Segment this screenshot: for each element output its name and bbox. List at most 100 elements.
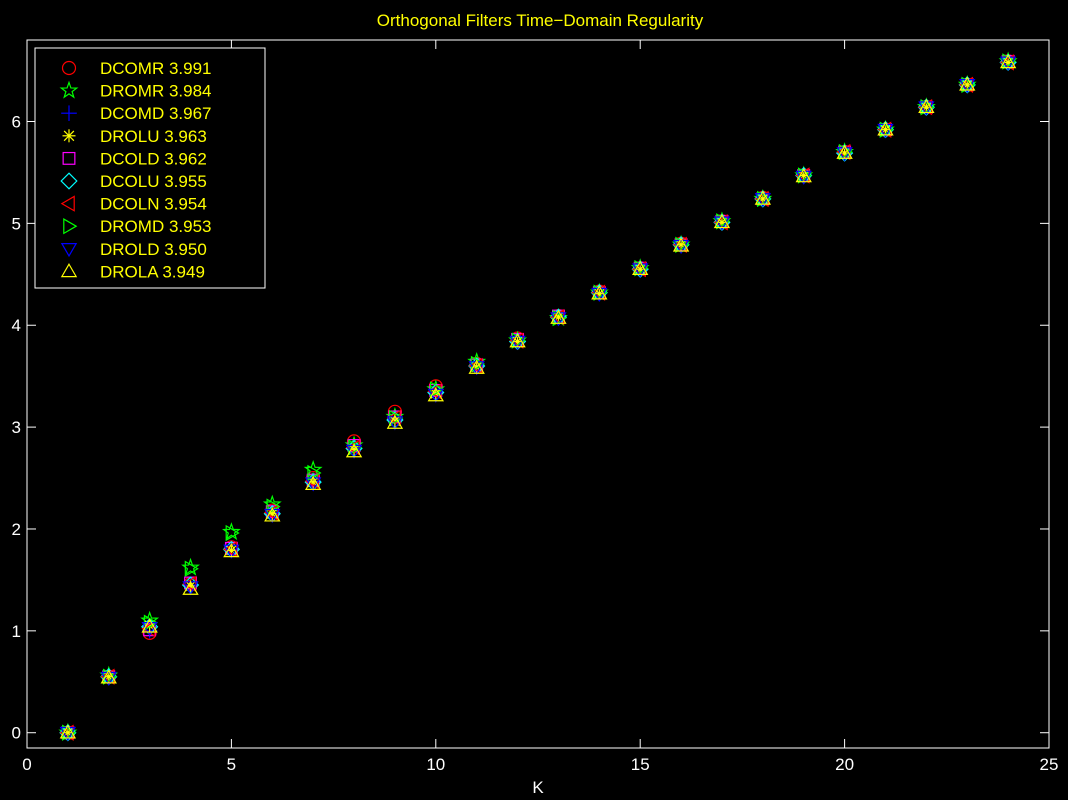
- data-point-dcold: [879, 123, 892, 137]
- data-point-drold: [999, 56, 1017, 71]
- x-tick-label: 10: [426, 755, 445, 774]
- legend-entry-label: DCOLU 3.955: [100, 172, 207, 191]
- data-points: [58, 51, 1018, 742]
- data-point-dromd: [552, 309, 567, 327]
- data-point-drola: [836, 144, 853, 159]
- data-point-dcold: [960, 78, 974, 92]
- y-tick-label: 1: [12, 622, 21, 641]
- data-point-dcoln: [754, 190, 769, 208]
- legend-marker-dcomr: [61, 60, 77, 76]
- data-point-drola: [918, 98, 935, 114]
- data-point-dromd: [389, 409, 404, 427]
- data-point-drold: [836, 147, 853, 162]
- data-point-drola: [877, 121, 894, 136]
- data-point-dcold: [756, 192, 770, 206]
- legend-entry-label: DROLD 3.950: [100, 240, 207, 259]
- data-point-dcoln: [345, 439, 360, 456]
- data-point-drola: [999, 54, 1017, 69]
- data-point-drold: [672, 239, 690, 255]
- legend-entry-label: DROLU 3.963: [100, 127, 207, 146]
- legend-marker-drolu: [62, 129, 76, 143]
- y-tick-label: 5: [12, 214, 21, 233]
- legend-marker-drold: [60, 243, 78, 258]
- data-point-dromd: [225, 524, 240, 542]
- data-point-drold: [591, 287, 608, 303]
- x-tick-label: 0: [22, 755, 31, 774]
- data-point-dromd: [470, 355, 486, 373]
- data-point-drola: [386, 414, 404, 429]
- x-axis-label: K: [532, 778, 544, 797]
- data-point-drold: [632, 263, 649, 278]
- data-point-drold: [754, 193, 772, 208]
- y-tick-label: 6: [12, 112, 21, 131]
- data-point-dromd: [757, 190, 772, 208]
- axis-ticks: 0 5 10 15 20 25 0 1 2 3 4 5 6: [12, 40, 1059, 774]
- x-tick-label: 25: [1040, 755, 1059, 774]
- data-point-dcoln: [427, 383, 442, 400]
- data-point-drold: [877, 123, 894, 138]
- legend-entry-label: DROLA 3.949: [100, 262, 205, 281]
- data-point-dcoln: [386, 409, 401, 427]
- data-point-drold: [100, 671, 117, 687]
- x-tick-label: 20: [835, 755, 854, 774]
- data-point-drola: [59, 724, 77, 739]
- legend-entry-label: DCOLD 3.962: [100, 149, 207, 168]
- legend-entry-label: DCOLN 3.954: [100, 195, 207, 214]
- data-point-dcoln: [59, 724, 74, 741]
- legend-entry-label: DROMR 3.984: [100, 82, 211, 101]
- data-point-dromd: [184, 560, 199, 577]
- data-point-drola: [141, 618, 158, 633]
- legend-marker-dromd: [63, 218, 78, 235]
- data-point-dromd: [920, 99, 935, 116]
- data-point-dcoln: [877, 121, 892, 138]
- data-point-dromd: [879, 121, 894, 138]
- x-tick-label: 15: [631, 755, 650, 774]
- data-point-dromd: [348, 439, 363, 456]
- legend-marker-dcoln: [60, 195, 75, 212]
- data-point-drola: [100, 669, 117, 684]
- axes-box: [26, 39, 1050, 749]
- y-tick-label: 3: [12, 418, 21, 437]
- data-point-drola: [795, 168, 812, 183]
- legend-marker-drola: [60, 263, 78, 278]
- data-point-drola: [182, 580, 199, 595]
- data-point-drold: [141, 621, 158, 637]
- legend-entry-label: DROMD 3.953: [100, 217, 211, 236]
- data-point-drold: [918, 101, 935, 116]
- legend: DCOMR 3.991 DROMR 3.984 DCOMD 3.967 DROLU 3…: [34, 47, 266, 289]
- data-point-drola: [550, 309, 567, 324]
- data-point-drola: [672, 237, 690, 252]
- data-point-drola: [713, 214, 731, 229]
- data-point-dromd: [62, 724, 77, 741]
- legend-marker-dcold: [62, 151, 76, 165]
- legend-entry-label: DCOMD 3.967: [100, 104, 211, 123]
- data-point-dcoln: [958, 76, 974, 94]
- data-point-drola: [223, 543, 240, 558]
- data-point-dcoln: [918, 99, 933, 116]
- y-tick-label: 4: [12, 316, 21, 335]
- chart-title: Orthogonal Filters Time−Domain Regularit…: [377, 11, 704, 30]
- data-point-drola: [632, 260, 649, 276]
- data-point-dcold: [61, 726, 75, 740]
- data-point-drola: [591, 285, 608, 300]
- y-tick-label: 2: [12, 520, 21, 539]
- data-point-drold: [713, 216, 731, 231]
- legend-marker-dcolu: [60, 172, 78, 190]
- data-point-drola: [959, 76, 976, 91]
- legend-entry-label: DCOMR 3.991: [100, 59, 211, 78]
- data-point-drola: [509, 333, 526, 348]
- data-point-drola: [427, 387, 444, 402]
- data-point-drola: [468, 359, 485, 374]
- data-point-dromd: [307, 464, 322, 482]
- y-tick-label: 0: [12, 724, 21, 743]
- x-tick-label: 5: [227, 755, 236, 774]
- data-point-drold: [959, 79, 976, 94]
- data-point-dromd: [961, 76, 976, 94]
- legend-marker-dromr: [59, 80, 79, 99]
- data-point-drold: [550, 312, 567, 327]
- data-point-drold: [795, 170, 812, 185]
- data-point-dcoln: [182, 575, 197, 593]
- data-point-drola: [264, 507, 281, 522]
- data-point-drold: [509, 335, 526, 350]
